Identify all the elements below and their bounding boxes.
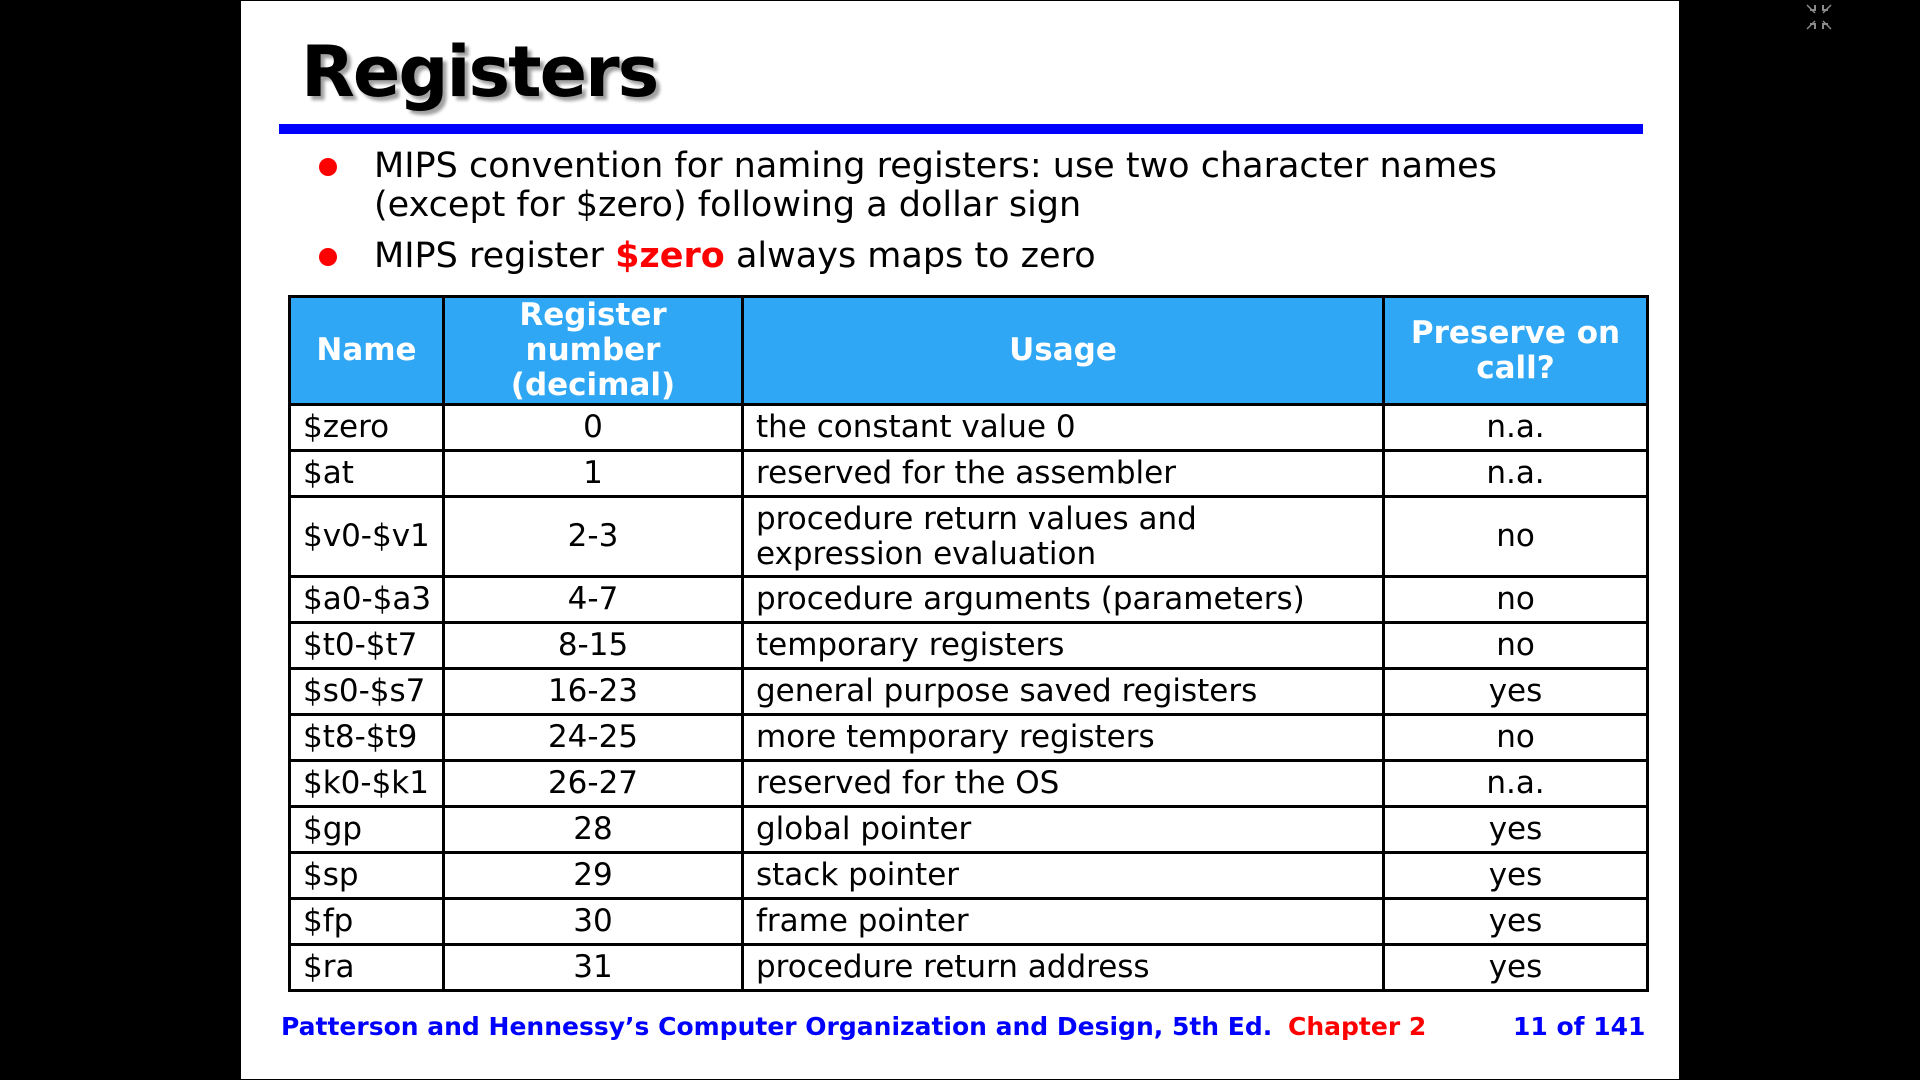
cell-preserve: yes xyxy=(1382,805,1649,854)
exit-fullscreen-button[interactable] xyxy=(1806,4,1832,30)
table-row: $gp 28 global pointer yes xyxy=(288,805,1649,854)
cell-usage: global pointer xyxy=(741,805,1385,854)
bullet-text: MIPS convention for naming registers: us… xyxy=(374,146,1497,225)
cell-name: $s0-$s7 xyxy=(288,667,445,716)
table-row: $t0-$t7 8-15 temporary registers no xyxy=(288,621,1649,670)
cell-number: 4-7 xyxy=(442,575,744,624)
bullet-dot-icon xyxy=(319,248,337,266)
bullet-item: MIPS register $zero always maps to zero xyxy=(319,237,1629,276)
cell-number: 28 xyxy=(442,805,744,854)
cell-usage: the constant value 0 xyxy=(741,403,1385,452)
cell-usage: reserved for the assembler xyxy=(741,449,1385,498)
bullet-item: MIPS convention for naming registers: us… xyxy=(319,147,1629,225)
cell-number: 16-23 xyxy=(442,667,744,716)
cell-usage: procedure return values and expression e… xyxy=(741,495,1385,578)
cell-preserve: n.a. xyxy=(1382,403,1649,452)
cell-preserve: yes xyxy=(1382,851,1649,900)
cell-usage: temporary registers xyxy=(741,621,1385,670)
cell-usage: reserved for the OS xyxy=(741,759,1385,808)
table-row: $a0-$a3 4-7 procedure arguments (paramet… xyxy=(288,575,1649,624)
title-underline xyxy=(279,124,1643,134)
cell-name: $v0-$v1 xyxy=(288,495,445,578)
cell-usage: general purpose saved registers xyxy=(741,667,1385,716)
cell-number: 24-25 xyxy=(442,713,744,762)
cell-usage: frame pointer xyxy=(741,897,1385,946)
cell-number: 1 xyxy=(442,449,744,498)
table-header-row: Name Register number (decimal) Usage Pre… xyxy=(288,295,1649,406)
header-name: Name xyxy=(288,295,445,406)
cell-name: $gp xyxy=(288,805,445,854)
table-row: $sp 29 stack pointer yes xyxy=(288,851,1649,900)
table-row: $t8-$t9 24-25 more temporary registers n… xyxy=(288,713,1649,762)
cell-preserve: no xyxy=(1382,575,1649,624)
table-row: $s0-$s7 16-23 general purpose saved regi… xyxy=(288,667,1649,716)
cell-name: $at xyxy=(288,449,445,498)
footer-chapter: Chapter 2 xyxy=(1288,1012,1427,1041)
bullet-list: MIPS convention for naming registers: us… xyxy=(319,147,1629,288)
bullet-dot-icon xyxy=(319,158,337,176)
cell-usage: stack pointer xyxy=(741,851,1385,900)
cell-usage: more temporary registers xyxy=(741,713,1385,762)
cell-number: 31 xyxy=(442,943,744,992)
bullet-text-before: MIPS register xyxy=(374,236,616,276)
cell-number: 30 xyxy=(442,897,744,946)
cell-preserve: yes xyxy=(1382,897,1649,946)
table-row: $at 1 reserved for the assembler n.a. xyxy=(288,449,1649,498)
cell-name: $t0-$t7 xyxy=(288,621,445,670)
cell-preserve: no xyxy=(1382,495,1649,578)
cell-number: 2-3 xyxy=(442,495,744,578)
footer-page-number: 11 of 141 xyxy=(1513,1012,1646,1041)
cell-number: 0 xyxy=(442,403,744,452)
table-row: $k0-$k1 26-27 reserved for the OS n.a. xyxy=(288,759,1649,808)
cell-number: 29 xyxy=(442,851,744,900)
cell-name: $fp xyxy=(288,897,445,946)
cell-name: $ra xyxy=(288,943,445,992)
table-row: $ra 31 procedure return address yes xyxy=(288,943,1649,992)
cell-usage: procedure arguments (parameters) xyxy=(741,575,1385,624)
cell-usage: procedure return address xyxy=(741,943,1385,992)
cell-preserve: yes xyxy=(1382,943,1649,992)
cell-name: $sp xyxy=(288,851,445,900)
slide-title: Registers xyxy=(301,31,659,113)
bullet-text-after: always maps to zero xyxy=(724,236,1096,276)
cell-preserve: n.a. xyxy=(1382,449,1649,498)
cell-preserve: no xyxy=(1382,621,1649,670)
cell-preserve: n.a. xyxy=(1382,759,1649,808)
register-table: Name Register number (decimal) Usage Pre… xyxy=(288,295,1649,992)
cell-preserve: no xyxy=(1382,713,1649,762)
header-register-number: Register number (decimal) xyxy=(442,295,744,406)
cell-name: $k0-$k1 xyxy=(288,759,445,808)
table-row: $fp 30 frame pointer yes xyxy=(288,897,1649,946)
cell-name: $t8-$t9 xyxy=(288,713,445,762)
bullet-highlight: $zero xyxy=(615,236,725,276)
cell-name: $a0-$a3 xyxy=(288,575,445,624)
footer-book-title: Patterson and Hennessy’s Computer Organi… xyxy=(281,1012,1273,1041)
table-row: $v0-$v1 2-3 procedure return values and … xyxy=(288,495,1649,578)
cell-name: $zero xyxy=(288,403,445,452)
slide: Registers MIPS convention for naming reg… xyxy=(241,1,1679,1079)
table-row: $zero 0 the constant value 0 n.a. xyxy=(288,403,1649,452)
header-preserve: Preserve on call? xyxy=(1382,295,1649,406)
cell-number: 8-15 xyxy=(442,621,744,670)
header-usage: Usage xyxy=(741,295,1385,406)
cell-preserve: yes xyxy=(1382,667,1649,716)
exit-fullscreen-icon xyxy=(1806,4,1832,30)
cell-number: 26-27 xyxy=(442,759,744,808)
